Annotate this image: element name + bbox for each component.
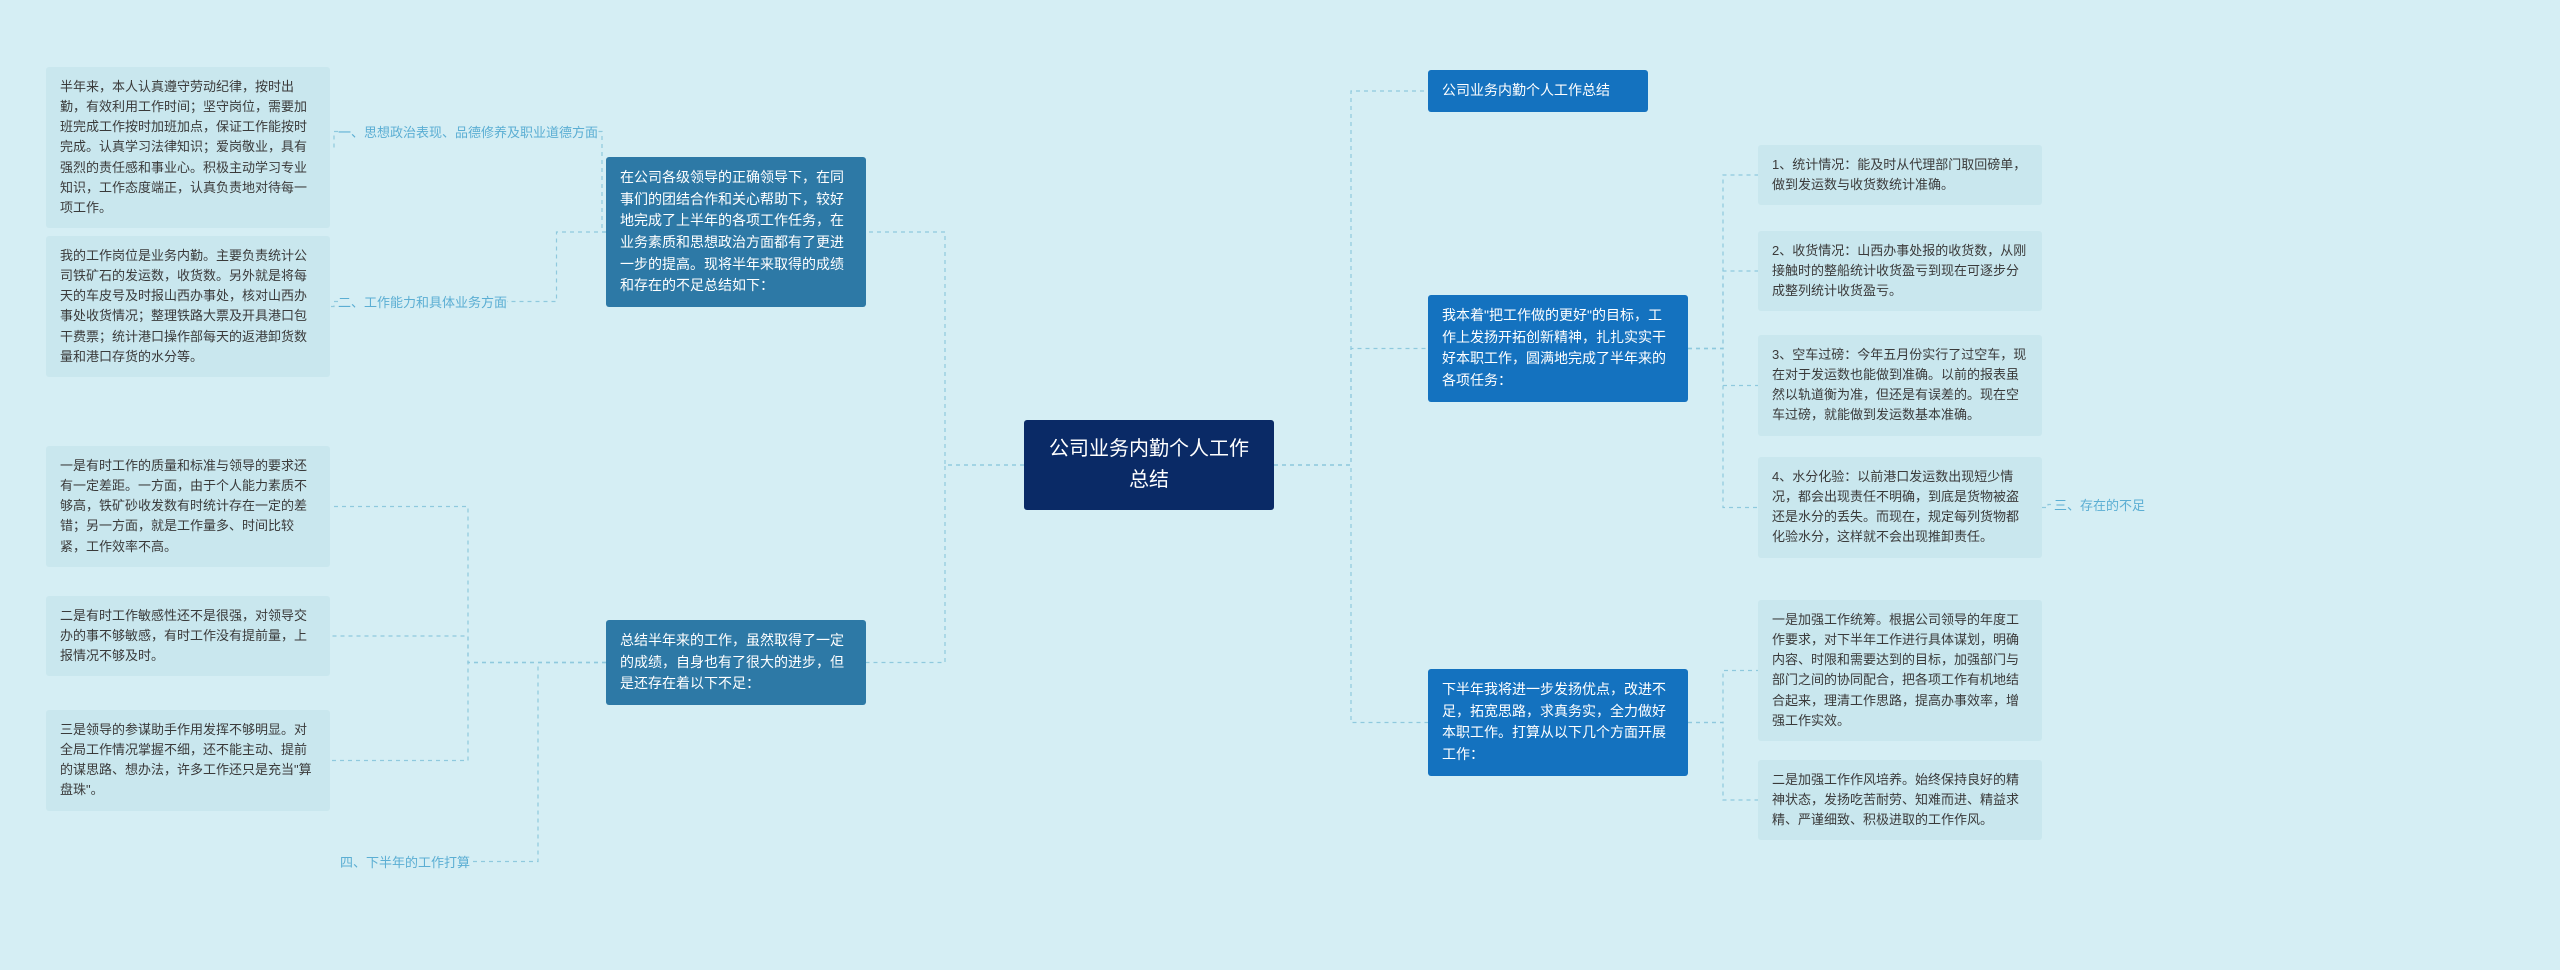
leaf-empty-car[interactable]: 3、空车过磅：今年五月份实行了过空车，现在对于发运数也能做到准确。以前的报表虽然…: [1758, 335, 2042, 436]
label-section-2: 二、工作能力和具体业务方面: [338, 292, 507, 311]
mindmap-canvas: 公司业务内勤个人工作总结 在公司各级领导的正确领导下，在同事们的团结合作和关心帮…: [0, 0, 2560, 970]
right-branch-title[interactable]: 公司业务内勤个人工作总结: [1428, 70, 1648, 112]
root-node[interactable]: 公司业务内勤个人工作总结: [1024, 420, 1274, 510]
leaf-workstyle[interactable]: 二是加强工作作风培养。始终保持良好的精神状态，发扬吃苦耐劳、知难而进、精益求精、…: [1758, 760, 2042, 840]
leaf-moisture[interactable]: 4、水分化验：以前港口发运数出现短少情况，都会出现责任不明确，到底是货物被盗还是…: [1758, 457, 2042, 558]
label-section-4: 四、下半年的工作打算: [340, 852, 470, 871]
leaf-advisor-role[interactable]: 三是领导的参谋助手作用发挥不够明显。对全局工作情况掌握不细，还不能主动、提前的谋…: [46, 710, 330, 811]
leaf-quality-gap[interactable]: 一是有时工作的质量和标准与领导的要求还有一定差距。一方面，由于个人能力素质不够高…: [46, 446, 330, 567]
leaf-jobdesc[interactable]: 我的工作岗位是业务内勤。主要负责统计公司铁矿石的发运数，收货数。另外就是将每天的…: [46, 236, 330, 377]
connector-layer: [0, 0, 2560, 970]
right-branch-tasks[interactable]: 我本着"把工作做的更好"的目标，工作上发扬开拓创新精神，扎扎实实干好本职工作，圆…: [1428, 295, 1688, 402]
label-section-3: 三、存在的不足: [2054, 495, 2145, 514]
left-branch-summary[interactable]: 在公司各级领导的正确领导下，在同事们的团结合作和关心帮助下，较好地完成了上半年的…: [606, 157, 866, 307]
left-branch-shortcomings[interactable]: 总结半年来的工作，虽然取得了一定的成绩，自身也有了很大的进步，但是还存在着以下不…: [606, 620, 866, 705]
leaf-sensitivity[interactable]: 二是有时工作敏感性还不是很强，对领导交办的事不够敏感，有时工作没有提前量，上报情…: [46, 596, 330, 676]
label-section-1: 一、思想政治表现、品德修养及职业道德方面: [338, 122, 598, 141]
leaf-discipline[interactable]: 半年来，本人认真遵守劳动纪律，按时出勤，有效利用工作时间；坚守岗位，需要加班完成…: [46, 67, 330, 228]
leaf-stats[interactable]: 1、统计情况：能及时从代理部门取回磅单，做到发运数与收货数统计准确。: [1758, 145, 2042, 205]
leaf-receiving[interactable]: 2、收货情况：山西办事处报的收货数，从刚接触时的整船统计收货盈亏到现在可逐步分成…: [1758, 231, 2042, 311]
leaf-coordination[interactable]: 一是加强工作统筹。根据公司领导的年度工作要求，对下半年工作进行具体谋划，明确内容…: [1758, 600, 2042, 741]
right-branch-plan[interactable]: 下半年我将进一步发扬优点，改进不足，拓宽思路，求真务实，全力做好本职工作。打算从…: [1428, 669, 1688, 776]
